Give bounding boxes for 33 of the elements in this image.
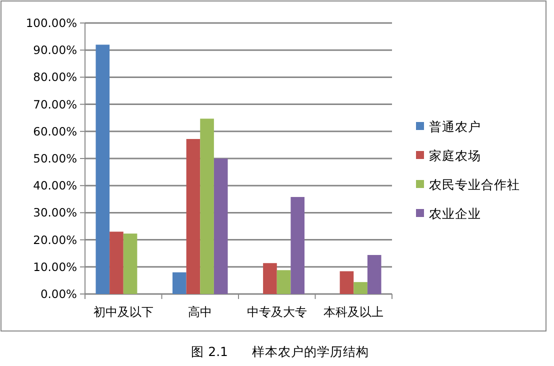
- legend-label: 农民专业合作社: [429, 177, 520, 192]
- bar: [263, 263, 277, 294]
- bar: [96, 44, 110, 294]
- legend-label: 农业企业: [429, 206, 481, 221]
- y-tick-label: 80.00%: [33, 70, 78, 84]
- bar: [214, 158, 228, 294]
- legend-label: 普通农户: [429, 119, 481, 134]
- bar: [340, 271, 354, 294]
- bar: [186, 138, 200, 294]
- bar: [123, 234, 138, 294]
- bar: [276, 270, 291, 294]
- caption: 图 2.1 样本农户的学历结构: [191, 344, 369, 359]
- y-tick-label: 70.00%: [33, 97, 78, 112]
- bar: [110, 232, 124, 294]
- legend-label: 家庭农场: [429, 148, 481, 163]
- y-tick-label: 0.00%: [40, 287, 78, 301]
- x-tick-label: 本科及以上: [324, 305, 384, 319]
- bar: [367, 254, 382, 294]
- bar: [290, 196, 305, 294]
- x-tick-label: 初中及以下: [93, 305, 154, 319]
- y-tick-label: 20.00%: [33, 232, 78, 247]
- x-tick-label: 中专及大专: [246, 305, 307, 319]
- y-tick-label: 100.00%: [26, 16, 78, 30]
- bar: [354, 282, 368, 294]
- y-tick-label: 60.00%: [33, 124, 78, 138]
- y-tick-label: 30.00%: [33, 206, 78, 220]
- bar: [200, 118, 214, 294]
- x-tick-label: 高中: [188, 305, 212, 319]
- y-tick-label: 90.00%: [33, 43, 78, 58]
- y-tick-label: 50.00%: [33, 152, 78, 166]
- bar: [172, 272, 186, 294]
- y-tick-label: 10.00%: [33, 260, 78, 274]
- y-tick-label: 40.00%: [33, 178, 78, 193]
